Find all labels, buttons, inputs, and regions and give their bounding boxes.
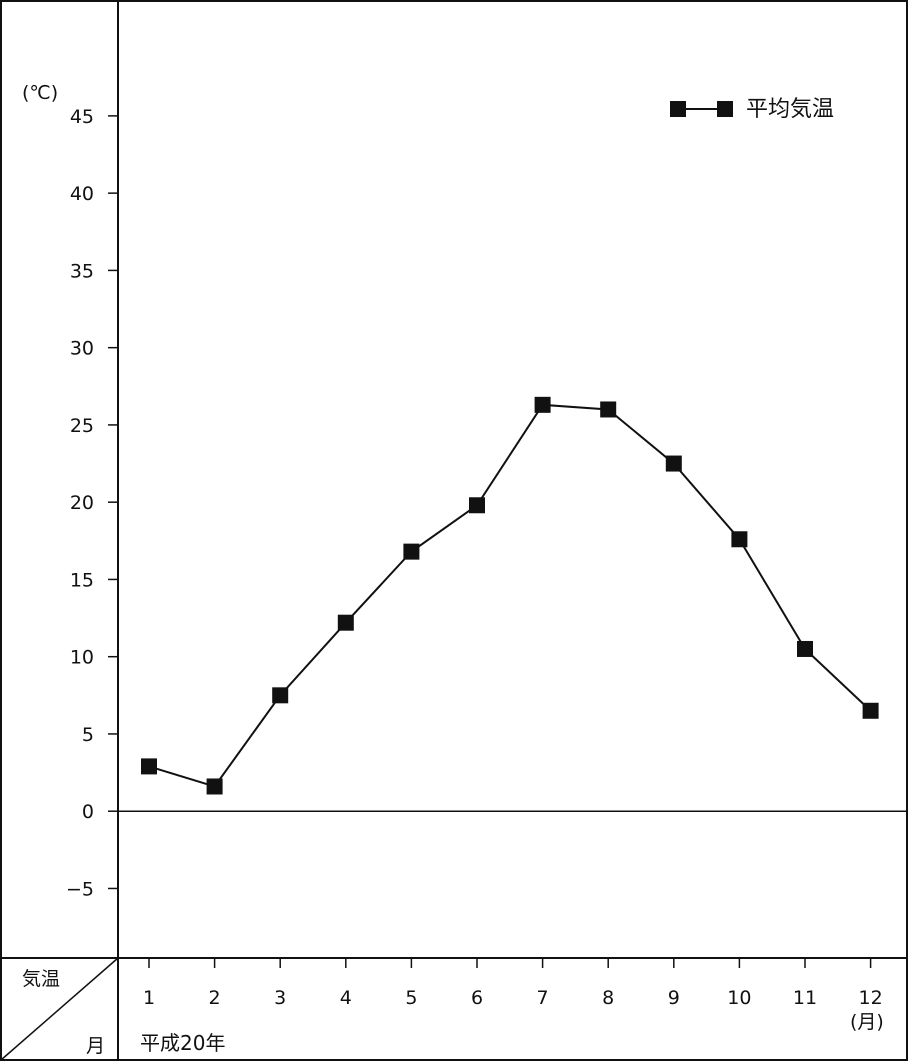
corner-diagonal: [0, 957, 119, 1061]
x-tick-label: 1: [143, 987, 155, 1009]
x-axis-ticks: 1 2 3 4 5 6 7 8 9 10 11 12: [143, 958, 883, 1009]
legend-marker-left: [670, 101, 686, 117]
legend: 平均気温: [670, 97, 834, 122]
x-unit-label: (月): [850, 1011, 884, 1033]
data-point: [403, 543, 420, 560]
data-point: [731, 531, 748, 548]
data-point: [797, 640, 813, 657]
y-tick-label: 15: [70, 569, 94, 591]
y-tick-label: 45: [70, 106, 94, 128]
era-label: 平成20年: [140, 1031, 225, 1055]
x-tick-label: 3: [274, 987, 286, 1009]
x-tick-label: 6: [471, 987, 483, 1009]
series-temperature: [141, 396, 879, 795]
y-unit-label: (℃): [22, 82, 58, 104]
y-tick-label: 25: [70, 415, 94, 437]
y-tick-label: 35: [70, 260, 94, 282]
corner-label-temperature: 気温: [22, 968, 60, 990]
data-point: [337, 614, 354, 631]
x-tick-label: 4: [340, 987, 352, 1009]
series-line: [148, 403, 872, 788]
x-tick-label: 2: [209, 987, 221, 1009]
data-point: [272, 687, 289, 704]
legend-marker-right: [717, 101, 733, 117]
x-tick-label: 8: [602, 987, 614, 1009]
y-tick-label: 10: [70, 647, 94, 669]
corner-label-month: 月: [86, 1035, 105, 1057]
data-point: [141, 758, 157, 775]
y-tick-label: 20: [70, 492, 94, 514]
data-point: [206, 778, 223, 795]
y-tick-label: −5: [66, 878, 94, 900]
legend-label: 平均気温: [746, 97, 834, 122]
y-axis-ticks: 45 40 35 30 25 20 15 10 5 0 −5: [66, 106, 118, 900]
y-tick-label: 0: [82, 801, 94, 823]
x-tick-label: 12: [859, 987, 883, 1009]
data-point: [469, 497, 485, 514]
data-point: [862, 702, 879, 719]
y-tick-label: 40: [70, 183, 94, 205]
data-point: [600, 401, 617, 418]
y-tick-label: 5: [82, 724, 94, 746]
x-tick-label: 5: [405, 987, 417, 1009]
x-tick-label: 10: [727, 987, 751, 1009]
y-tick-label: 30: [70, 338, 94, 360]
data-point: [534, 396, 551, 413]
x-tick-label: 11: [793, 987, 817, 1009]
data-point: [665, 455, 682, 472]
x-tick-label: 7: [537, 987, 549, 1009]
x-tick-label: 9: [668, 987, 680, 1009]
